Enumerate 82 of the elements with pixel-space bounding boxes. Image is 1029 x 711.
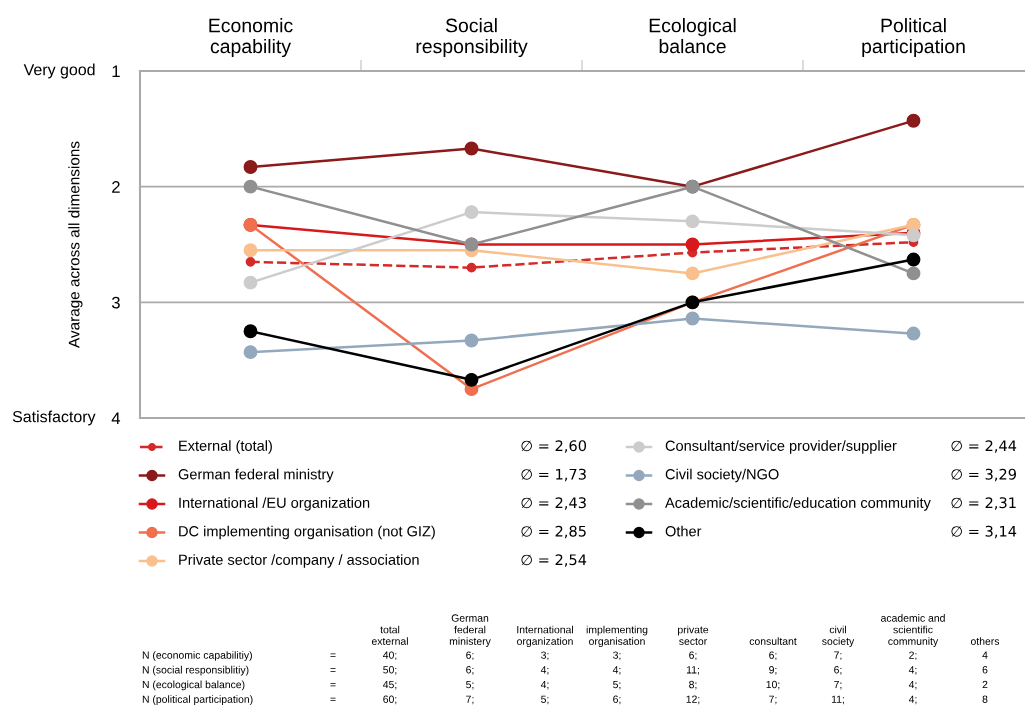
text: civil society (822, 625, 855, 647)
x-tick-label: Social responsibility (416, 18, 528, 58)
text: 3; (541, 651, 549, 661)
text: 4; (908, 695, 917, 705)
text: 6 (982, 666, 988, 674)
text: 6; (466, 651, 474, 661)
y-tick-label: 2 (112, 181, 120, 193)
text: 3; (613, 651, 621, 661)
text: 11; (686, 666, 699, 675)
text: N (economic capabilitiy) (142, 651, 252, 661)
text: 2 (982, 680, 988, 689)
text: 6; (466, 666, 474, 675)
text: = (330, 697, 336, 702)
text: 12; (686, 695, 700, 705)
text: 5; (613, 680, 621, 690)
x-tick-label: Ecological balance (649, 18, 736, 54)
text: ∅ = 2,43 (521, 497, 586, 510)
legend-label: Academic/scientific/education community (665, 497, 931, 511)
text: consultant (749, 637, 797, 645)
text: Very good (23, 63, 95, 79)
legend-label: DC implementing organisation (not GIZ) (179, 525, 435, 540)
text: 6; (613, 695, 621, 705)
x-tick-label: Economic capability (209, 18, 293, 58)
text: ∅ = 3,14 (951, 525, 1017, 539)
text: 4; (540, 666, 549, 675)
text: 8 (982, 695, 988, 703)
text: = (330, 653, 336, 657)
y-tick-label: 3 (111, 296, 120, 309)
text: 4; (540, 680, 549, 690)
text: 2; (909, 651, 917, 661)
text: ∅ = 1,73 (521, 468, 586, 482)
y-axis-title: Avarage across all dimensions (68, 141, 83, 348)
text: total external (371, 625, 408, 645)
text: N (political participation) (142, 695, 253, 705)
text: 60; (383, 695, 397, 705)
text: Satisfactory (12, 410, 96, 426)
legend-label: Private sector /company / association (179, 554, 419, 568)
text: German federal ministery (449, 614, 491, 647)
text: 4; (908, 666, 917, 675)
text: 45; (383, 680, 397, 690)
text: 4; (908, 680, 917, 690)
legend-label: German federal ministry (178, 468, 334, 483)
text: academic and scientific community (881, 614, 945, 647)
text: = (330, 668, 336, 672)
text: implementing organisation (586, 625, 648, 647)
text: ∅ = 2,44 (951, 440, 1017, 453)
text: N (social responsiblitiy) (142, 665, 249, 676)
text: 7; (466, 695, 474, 705)
legend-label: Consultant/service provider/supplier (665, 440, 897, 454)
text: ∅ = 2,85 (521, 525, 586, 539)
text: 5; (541, 695, 549, 705)
text: ∅ = 2,54 (521, 554, 587, 567)
text: 4 (982, 651, 988, 659)
text: 50; (383, 666, 397, 675)
text: 6; (689, 651, 697, 661)
text: 4; (612, 666, 621, 675)
text: 5; (466, 680, 474, 690)
text: 8; (689, 680, 697, 690)
legend-label: International /EU organization (179, 497, 370, 511)
text: ∅ = 2,31 (951, 497, 1016, 510)
text: 7; (834, 680, 842, 690)
x-tick-label: Political participation (862, 18, 965, 58)
y-tick-label: 4 (111, 412, 121, 425)
text: 7; (769, 695, 777, 705)
legend-label: External (total) (179, 440, 272, 454)
text: 10; (766, 680, 780, 690)
text: 6; (769, 651, 777, 661)
y-tick-label: 1 (112, 65, 120, 78)
text: ∅ = 2,60 (521, 440, 587, 453)
text: 11; (831, 695, 844, 705)
text: International organization (517, 625, 573, 647)
text: ∅ = 3,29 (951, 468, 1016, 482)
text: 7; (834, 651, 842, 661)
legend-label: Other (665, 525, 702, 537)
text: = (330, 682, 336, 687)
text: private sector (678, 625, 709, 645)
text: 6; (834, 666, 842, 675)
legend-label: Civil society/NGO (665, 468, 779, 483)
text: 9; (769, 666, 777, 675)
text: others (970, 637, 1000, 645)
text: N (ecological balance) (142, 680, 245, 691)
text: 40; (383, 651, 397, 661)
